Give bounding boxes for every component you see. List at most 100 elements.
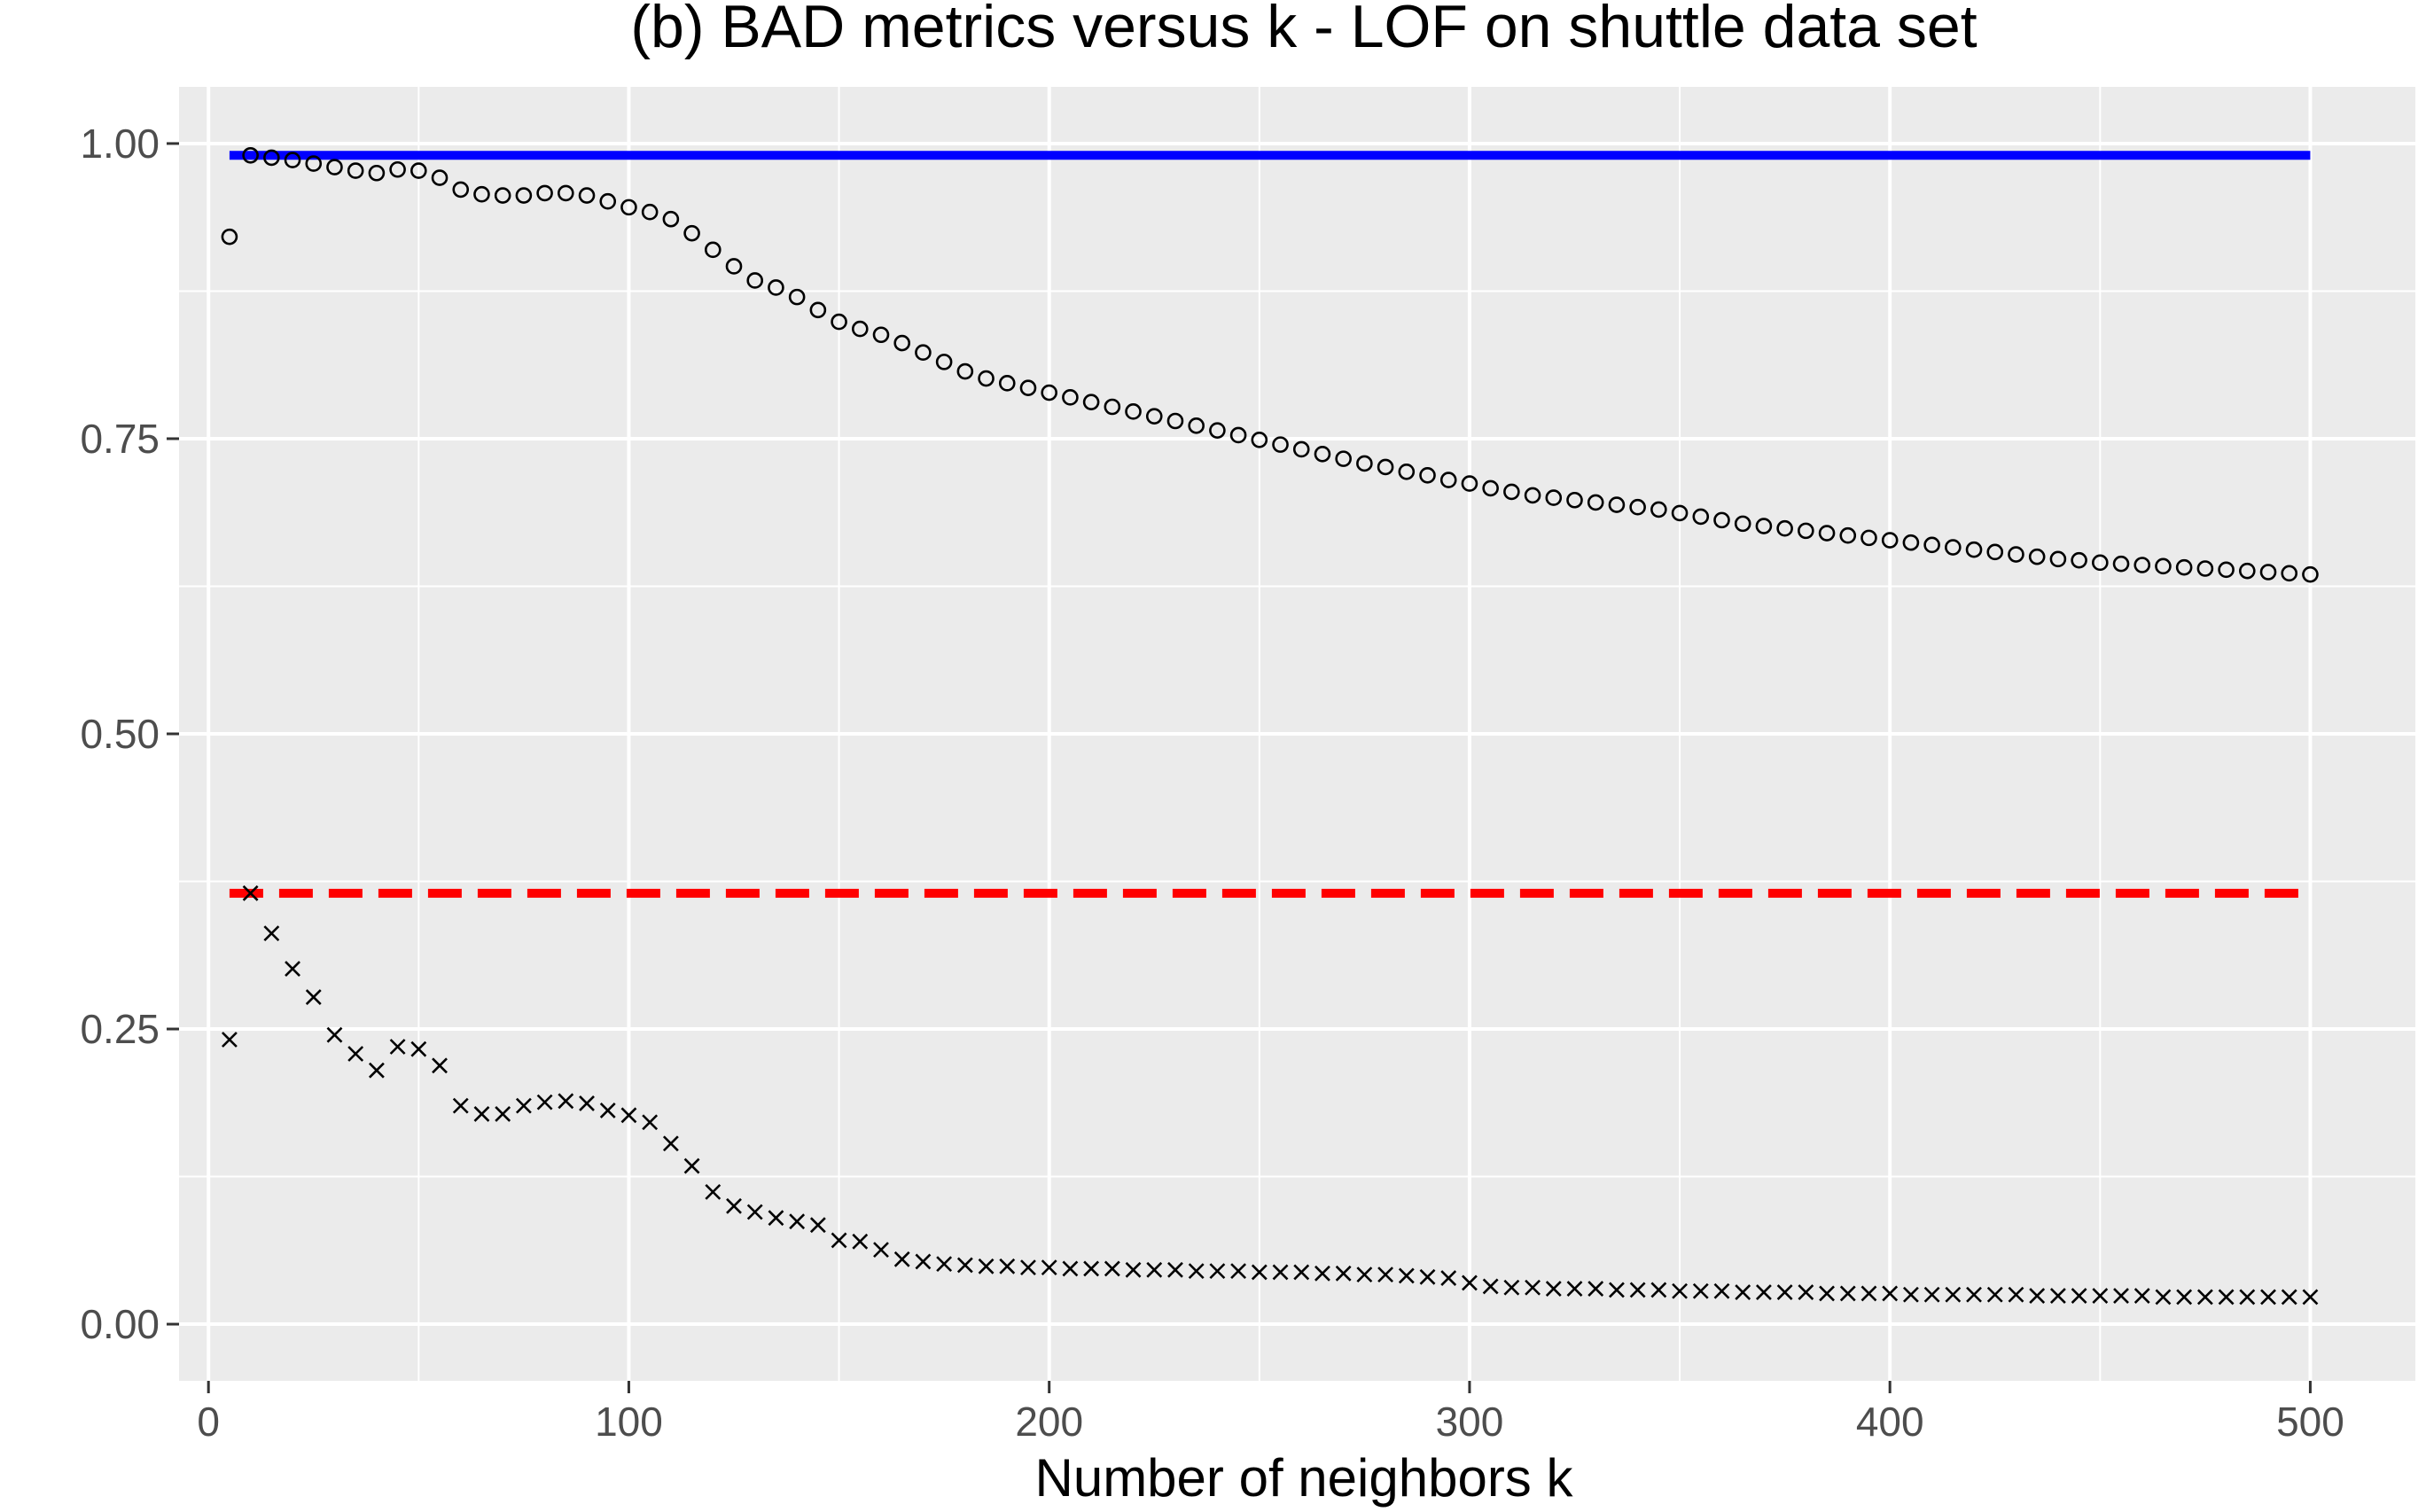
data-point-circle (1082, 394, 1100, 410)
data-point-circle (1692, 508, 1710, 526)
data-point-circle (2049, 550, 2067, 568)
data-point-cross (410, 1040, 427, 1057)
data-point-circle (1545, 489, 1563, 506)
data-point-cross (662, 1135, 679, 1152)
data-point-cross (1209, 1263, 1226, 1280)
major-gridlines (179, 87, 2415, 1381)
data-point-circle (1524, 487, 1541, 504)
data-point-circle (1839, 526, 1857, 544)
data-point-circle (1671, 504, 1689, 522)
x-tick-label: 200 (1015, 1399, 1083, 1445)
data-point-circle (1798, 522, 1814, 540)
x-tick-label: 400 (1856, 1399, 1924, 1445)
data-point-circle (494, 187, 511, 204)
data-point-circle (2155, 557, 2172, 575)
data-point-cross (1735, 1284, 1751, 1301)
data-point-cross (1692, 1282, 1709, 1299)
data-point-circle (620, 199, 637, 216)
data-point-cross (389, 1039, 406, 1055)
data-point-cross (2071, 1288, 2087, 1305)
data-point-cross (1041, 1259, 1057, 1276)
data-point-cross (1545, 1281, 1562, 1298)
data-point-cross (768, 1210, 784, 1227)
data-point-circle (326, 159, 343, 175)
data-point-cross (2281, 1289, 2297, 1305)
series-circle-markers (221, 146, 2319, 583)
data-point-cross (2239, 1289, 2256, 1305)
data-point-circle (452, 181, 470, 199)
data-point-cross (1566, 1281, 1583, 1298)
data-point-circle (1482, 479, 1499, 497)
data-point-circle (1041, 384, 1057, 401)
data-point-circle (1461, 475, 1478, 492)
data-point-cross (2029, 1288, 2046, 1305)
data-point-circle (1335, 450, 1352, 467)
data-point-circle (1419, 466, 1436, 484)
data-point-cross (620, 1107, 637, 1124)
data-point-cross (221, 1032, 238, 1048)
data-point-circle (599, 192, 617, 210)
data-point-circle (2281, 565, 2298, 582)
data-point-cross (2008, 1286, 2024, 1303)
data-point-circle (2008, 546, 2024, 563)
data-point-cross (1819, 1285, 1835, 1302)
data-point-cross (579, 1095, 595, 1111)
y-tick-label: 0.00 (80, 1301, 160, 1347)
x-tick-label: 300 (1436, 1399, 1504, 1445)
data-point-circle (1902, 534, 1920, 551)
data-point-circle (1166, 412, 1184, 430)
data-point-cross (1377, 1266, 1394, 1283)
data-point-cross (1525, 1279, 1541, 1296)
data-point-cross (831, 1232, 847, 1249)
data-point-circle (1818, 525, 1836, 542)
data-point-cross (1986, 1286, 2003, 1303)
data-point-cross (1419, 1268, 1436, 1285)
x-tick-label: 100 (595, 1399, 663, 1445)
data-point-circle (1439, 472, 1457, 488)
y-tick-label: 0.50 (80, 711, 160, 757)
data-point-circle (725, 258, 743, 275)
data-point-circle (704, 241, 722, 259)
data-point-cross (978, 1258, 995, 1274)
data-point-cross (1713, 1282, 1730, 1299)
data-point-cross (1629, 1282, 1646, 1298)
data-point-circle (2175, 558, 2193, 576)
data-point-circle (1923, 536, 1940, 554)
data-point-cross (1251, 1264, 1268, 1281)
data-point-cross (2196, 1289, 2213, 1305)
data-point-cross (1672, 1282, 1688, 1299)
data-point-cross (285, 961, 300, 978)
data-point-circle (389, 160, 406, 178)
data-point-circle (347, 162, 364, 179)
data-point-circle (221, 228, 238, 246)
data-point-cross (1188, 1263, 1205, 1280)
data-point-circle (305, 155, 323, 172)
data-point-cross (683, 1157, 700, 1174)
data-point-cross (1966, 1286, 1982, 1303)
reference-lines (229, 151, 2311, 898)
data-point-cross (1902, 1286, 1919, 1303)
data-point-circle (263, 149, 280, 167)
data-point-cross (1335, 1265, 1352, 1282)
data-point-cross (495, 1106, 511, 1122)
data-point-circle (1125, 403, 1142, 420)
data-point-circle (872, 326, 890, 344)
data-point-circle (1398, 463, 1416, 480)
data-point-circle (1986, 543, 2004, 561)
data-point-cross (1314, 1265, 1330, 1282)
data-point-circle (1104, 398, 1121, 416)
data-point-cross (1798, 1284, 1814, 1301)
data-point-circle (410, 162, 427, 179)
data-point-circle (2196, 560, 2214, 577)
data-point-circle (1965, 541, 1983, 558)
data-point-cross (536, 1094, 553, 1111)
data-point-cross (1482, 1278, 1499, 1295)
data-point-cross (1272, 1264, 1289, 1281)
data-point-circle (578, 187, 596, 204)
x-axis: 0 100 200 300 400 500 (197, 1381, 2344, 1445)
data-point-circle (1356, 455, 1373, 472)
data-point-circle (515, 187, 533, 204)
data-point-cross (1587, 1281, 1604, 1298)
data-point-cross (2260, 1289, 2276, 1305)
data-point-cross (2155, 1289, 2172, 1305)
